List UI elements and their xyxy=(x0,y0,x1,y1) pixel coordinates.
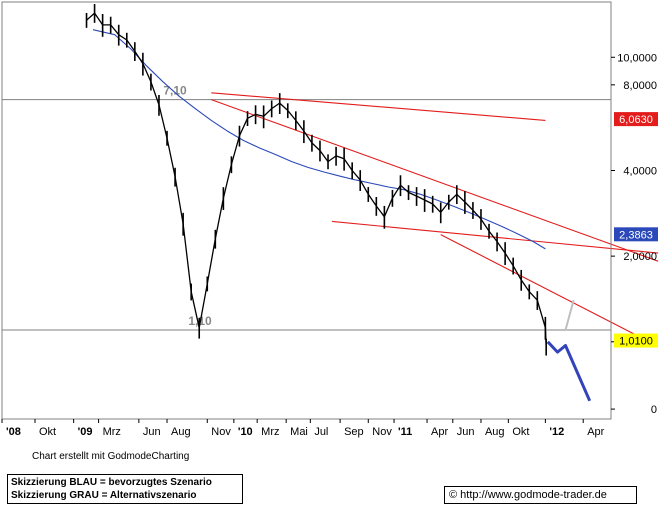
x-tick-label: Apr xyxy=(431,426,448,438)
x-tick-label: Nov xyxy=(372,426,392,438)
scenario-blue-line xyxy=(546,340,592,402)
x-tick-label: Mrz xyxy=(261,426,279,438)
price-chart: 7,101,10 10,0000 8,0000 4,0000 2,0000 0 6,063… xyxy=(1,1,659,438)
x-tick-label: Sep xyxy=(344,426,364,438)
source-url-box[interactable]: © http://www.godmode-trader.de xyxy=(444,486,637,504)
price-tag-label: 6,0630 xyxy=(619,114,653,126)
trendline xyxy=(211,99,659,262)
x-tick-label: '08 xyxy=(6,426,21,438)
scenario-gray-line xyxy=(551,299,575,331)
x-tick-label: '11 xyxy=(398,426,412,438)
source-url[interactable]: http://www.godmode-trader.de xyxy=(460,489,607,501)
moving-average-line xyxy=(92,29,546,250)
x-tick-label: '12 xyxy=(549,426,564,438)
x-tick-label: Okt xyxy=(39,426,56,438)
x-tick-label: Okt xyxy=(512,426,529,438)
x-tick-label: Mai xyxy=(290,426,308,438)
price-tag xyxy=(614,333,658,348)
trendline xyxy=(211,92,546,121)
y-tick-label: 4,0000 xyxy=(623,165,657,177)
legend-gray-scenario: Skizzierung GRAU = Alternativszenario xyxy=(11,490,197,501)
price-line xyxy=(86,12,547,347)
x-tick-label: Apr xyxy=(587,426,604,438)
x-tick-label: Jul xyxy=(314,426,328,438)
copyright-icon: © xyxy=(449,489,458,501)
price-tag-label: 1,0100 xyxy=(619,336,653,348)
trendline xyxy=(332,220,659,254)
x-tick-label: Aug xyxy=(171,426,191,438)
price-tag-label: 2,3863 xyxy=(619,229,653,241)
trendline xyxy=(440,234,655,345)
price-tag xyxy=(614,112,658,127)
y-tick-label: 2,0000 xyxy=(623,251,657,263)
y-tick-label: 0 xyxy=(651,404,657,416)
scenario-legend: Skizzierung BLAU = bevorzugtes Szenario … xyxy=(7,474,243,504)
x-tick-label: '10 xyxy=(238,426,253,438)
price-tag xyxy=(614,227,658,242)
axes: 10,0000 8,0000 4,0000 2,0000 0 6,0630 2,3863 1,… xyxy=(1,1,658,438)
x-tick-label: '09 xyxy=(78,426,93,438)
plot-area: 7,101,10 xyxy=(2,4,659,402)
legend-blue-scenario: Skizzierung BLAU = bevorzugtes Szenario xyxy=(11,477,212,488)
y-tick-label: 8,0000 xyxy=(623,80,657,92)
x-tick-label: Jun xyxy=(143,426,161,438)
x-tick-label: Nov xyxy=(211,426,231,438)
x-tick-label: Aug xyxy=(485,426,505,438)
y-tick-label: 10,0000 xyxy=(617,52,657,64)
plot-frame xyxy=(1,1,612,420)
x-tick-label: Mrz xyxy=(103,426,121,438)
x-tick-label: Jun xyxy=(457,426,475,438)
chart-credit: Chart erstellt mit GodmodeCharting xyxy=(32,451,190,462)
